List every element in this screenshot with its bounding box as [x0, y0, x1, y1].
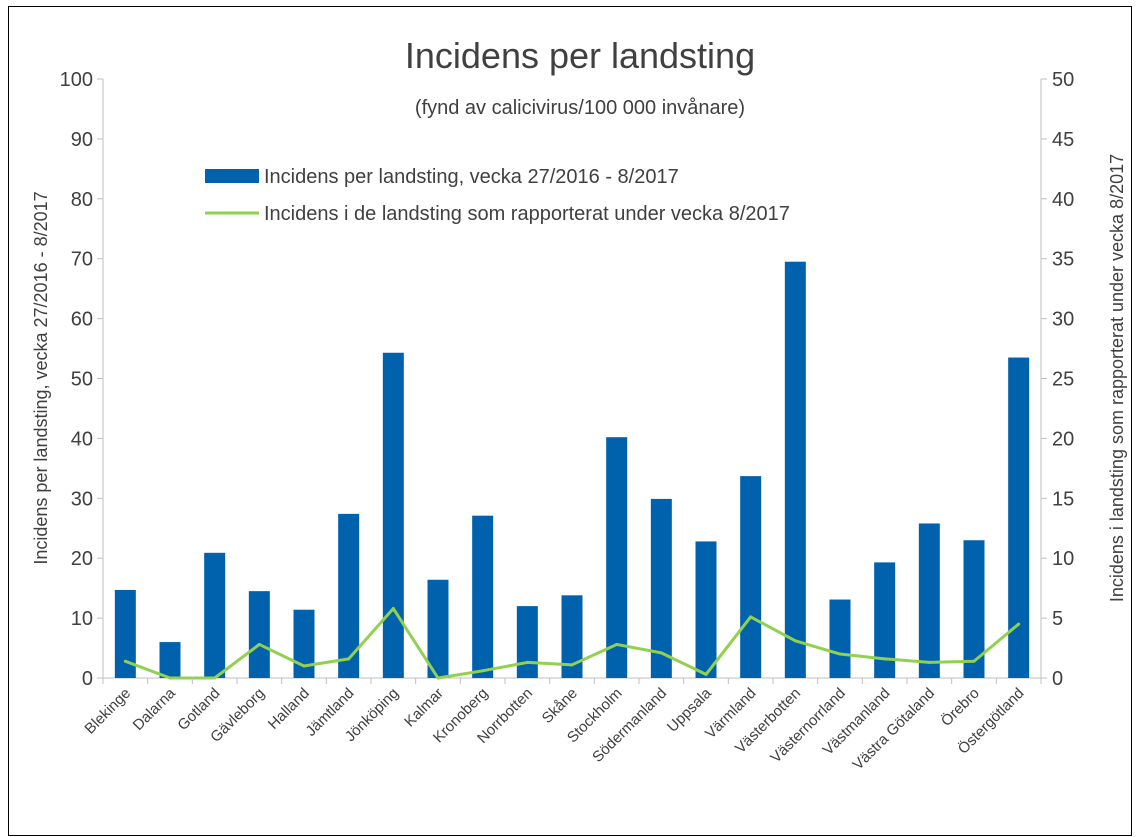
left-tick-label: 20 — [71, 548, 93, 570]
line-point — [883, 657, 887, 661]
bar — [1008, 357, 1030, 678]
line-point — [615, 642, 619, 646]
left-axis-title: Incidens per landsting, vecka 27/2016 - … — [31, 191, 51, 564]
line-point — [927, 660, 931, 664]
bar — [338, 513, 360, 678]
bar — [204, 552, 226, 678]
line-point — [1017, 622, 1021, 626]
bar-series — [114, 261, 1030, 678]
line-point — [749, 615, 753, 619]
line-point — [168, 676, 172, 680]
left-tick-label: 80 — [71, 189, 93, 211]
left-tick-label: 90 — [71, 129, 93, 151]
category-label: Västra Götaland — [849, 685, 938, 774]
left-tick-label: 70 — [71, 249, 93, 271]
bar — [606, 437, 628, 678]
chart-title: Incidens per landsting — [405, 35, 755, 76]
bar — [874, 562, 896, 678]
left-y-ticks: 0 10 20 30 40 50 60 70 80 90 100 — [60, 69, 103, 690]
line-point — [436, 676, 440, 680]
chart-subtitle: (fynd av calicivirus/100 000 invånare) — [415, 97, 745, 119]
line-point — [570, 663, 574, 667]
bar — [740, 476, 762, 678]
bar — [472, 515, 494, 678]
bar — [516, 606, 538, 678]
bar — [829, 599, 851, 678]
line-point — [972, 659, 976, 663]
chart-frame: Incidens per landsting (fynd av calicivi… — [8, 6, 1132, 836]
right-tick-label: 5 — [1052, 608, 1063, 630]
left-tick-label: 50 — [71, 369, 93, 391]
category-label: Blekinge — [81, 685, 134, 738]
bar — [114, 589, 136, 678]
line-point — [391, 607, 395, 611]
line-point — [793, 639, 797, 643]
bar — [248, 591, 270, 678]
right-tick-label: 40 — [1052, 189, 1074, 211]
line-point — [302, 664, 306, 668]
bar — [918, 523, 940, 678]
bar — [963, 540, 985, 678]
line-series — [123, 607, 1021, 680]
right-tick-label: 30 — [1052, 309, 1074, 331]
bar — [293, 609, 315, 678]
legend-bar-label: Incidens per landsting, vecka 27/2016 - … — [264, 166, 679, 188]
bar — [695, 541, 717, 678]
line-point — [659, 651, 663, 655]
right-tick-label: 0 — [1052, 668, 1063, 690]
category-label: Dalarna — [130, 684, 180, 734]
line-point — [704, 672, 708, 676]
left-tick-label: 60 — [71, 309, 93, 331]
bar — [159, 642, 181, 678]
bar — [427, 579, 449, 678]
line-point — [525, 660, 529, 664]
category-label: Skåne — [539, 685, 581, 727]
chart-svg: Incidens per landsting (fynd av calicivi… — [31, 35, 1127, 774]
line-point — [481, 669, 485, 673]
left-tick-label: 10 — [71, 608, 93, 630]
legend: Incidens per landsting, vecka 27/2016 - … — [205, 166, 790, 225]
right-tick-label: 35 — [1052, 249, 1074, 271]
right-axis-title: Incidens i landsting som rapporterat und… — [1107, 154, 1127, 602]
right-tick-label: 45 — [1052, 129, 1074, 151]
legend-line-label: Incidens i de landsting som rapporterat … — [264, 203, 790, 225]
right-tick-label: 50 — [1052, 69, 1074, 91]
right-y-ticks: 0 5 10 15 20 25 30 35 40 45 50 — [1041, 69, 1074, 690]
line-point — [838, 652, 842, 656]
right-tick-label: 20 — [1052, 428, 1074, 450]
line-point — [123, 659, 127, 663]
bar — [561, 595, 583, 678]
bar — [650, 498, 672, 678]
legend-bar-swatch — [205, 169, 259, 183]
right-tick-label: 25 — [1052, 369, 1074, 391]
bar — [382, 352, 404, 678]
left-tick-label: 40 — [71, 428, 93, 450]
left-tick-label: 100 — [60, 69, 93, 91]
right-tick-label: 15 — [1052, 488, 1074, 510]
category-labels: BlekingeDalarnaGotlandGävleborgHallandJä… — [81, 678, 1042, 774]
line-point — [213, 676, 217, 680]
line-point — [347, 657, 351, 661]
line-point — [257, 642, 261, 646]
right-tick-label: 10 — [1052, 548, 1074, 570]
left-tick-label: 30 — [71, 488, 93, 510]
left-tick-label: 0 — [82, 668, 93, 690]
bar — [784, 261, 806, 678]
